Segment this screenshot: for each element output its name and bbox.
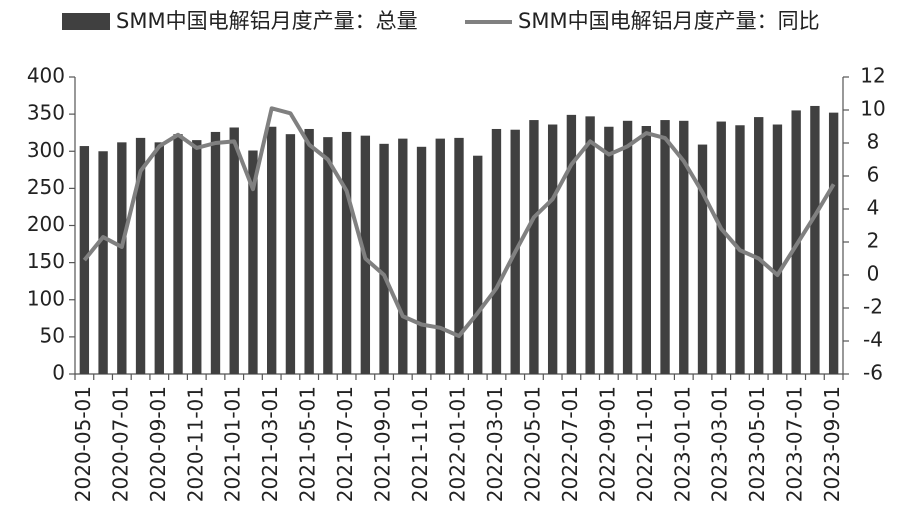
bar <box>679 120 689 375</box>
bar <box>416 146 427 374</box>
bar <box>341 131 352 374</box>
x-tick-label: 2022-03-01 <box>483 386 507 502</box>
x-tick-label: 2022-09-01 <box>595 386 619 502</box>
y-tick-label: 100 <box>27 286 65 310</box>
legend-label: SMM中国电解铝月度产量：同比 <box>518 9 820 33</box>
bar <box>828 112 839 374</box>
bar <box>210 131 221 374</box>
legend-label: SMM中国电解铝月度产量：总量 <box>116 9 418 33</box>
bar <box>304 128 314 374</box>
bar <box>716 121 726 374</box>
y-tick-label: 50 <box>40 323 65 347</box>
line <box>82 106 836 339</box>
bar <box>641 126 651 374</box>
y2-tick-label: 12 <box>860 64 885 88</box>
bar <box>267 126 277 374</box>
bar <box>154 142 164 374</box>
y2-tick-label: -2 <box>863 295 883 319</box>
y2-tick-label: -4 <box>863 328 883 352</box>
y2-tick-label: 8 <box>867 130 880 154</box>
x-tick-label: 2022-07-01 <box>558 386 582 502</box>
y2-tick-label: -6 <box>863 361 883 385</box>
x-tick-label: 2023-03-01 <box>708 386 732 502</box>
bar <box>604 126 614 374</box>
bar <box>491 128 502 374</box>
y-tick-label: 350 <box>27 101 65 125</box>
x-tick-label: 2022-11-01 <box>633 386 657 502</box>
x-tick-label: 2021-09-01 <box>371 386 395 502</box>
y2-tick-label: 6 <box>867 163 880 187</box>
x-tick-label: 2020-05-01 <box>71 386 95 502</box>
x-tick-label: 2022-05-01 <box>520 386 544 502</box>
bar <box>529 120 539 374</box>
bar <box>547 124 558 375</box>
bar <box>285 134 296 374</box>
x-tick-label: 2023-05-01 <box>745 386 769 502</box>
y2-tick-label: 2 <box>867 229 880 253</box>
bar <box>398 138 408 374</box>
bar <box>754 117 764 374</box>
bar <box>435 138 445 374</box>
y-tick-label: 200 <box>27 212 65 236</box>
x-tick-label: 2022-01-01 <box>446 386 470 502</box>
bar <box>810 105 820 375</box>
x-tick-label: 2021-01-01 <box>221 386 245 502</box>
bar <box>473 155 483 374</box>
y2-tick-label: 0 <box>867 262 880 286</box>
bar <box>660 120 670 374</box>
x-tick-label: 2023-07-01 <box>783 386 807 502</box>
bar <box>98 151 108 374</box>
legend-swatch-bar <box>62 13 110 30</box>
y2-tick-label: 10 <box>860 97 885 121</box>
y-tick-label: 0 <box>52 361 65 385</box>
bar <box>622 120 633 375</box>
bar <box>697 144 708 374</box>
bar <box>192 140 202 374</box>
x-tick-label: 2021-11-01 <box>408 386 432 502</box>
bar <box>173 134 183 374</box>
y2-tick-label: 4 <box>867 196 880 220</box>
bar <box>379 143 389 374</box>
bar <box>454 137 464 374</box>
x-tick-label: 2021-07-01 <box>333 386 357 502</box>
bar <box>229 127 239 375</box>
y-tick-label: 150 <box>27 249 65 273</box>
bar <box>117 142 127 374</box>
x-tick-label: 2020-07-01 <box>108 386 132 502</box>
x-tick-label: 2023-09-01 <box>820 386 844 502</box>
bar <box>585 116 595 374</box>
x-tick-label: 2020-09-01 <box>146 386 170 502</box>
bar <box>135 137 146 374</box>
bar <box>248 150 258 374</box>
bar <box>323 137 333 374</box>
y-tick-label: 250 <box>27 175 65 199</box>
x-tick-label: 2020-11-01 <box>183 386 207 502</box>
x-tick-label: 2021-05-01 <box>296 386 320 502</box>
y-tick-label: 400 <box>27 64 65 88</box>
bar <box>566 114 577 375</box>
x-tick-label: 2023-01-01 <box>670 386 694 502</box>
y-tick-label: 300 <box>27 138 65 162</box>
x-tick-label: 2021-03-01 <box>258 386 282 502</box>
bar <box>772 124 783 375</box>
